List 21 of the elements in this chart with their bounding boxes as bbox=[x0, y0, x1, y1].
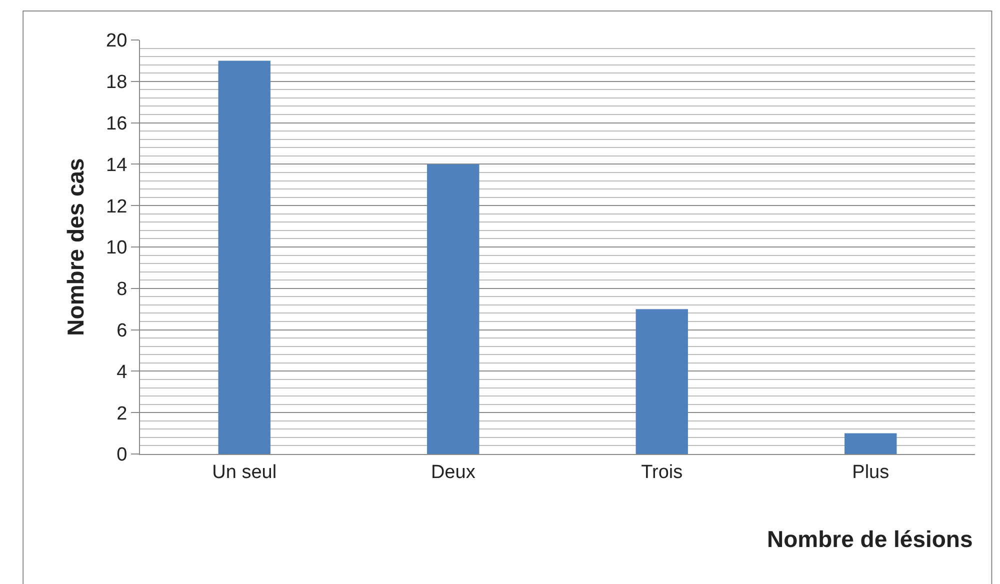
x-tick-label: Plus bbox=[852, 462, 890, 483]
bar bbox=[844, 433, 897, 454]
y-tick-label: 0 bbox=[116, 444, 128, 466]
y-tick-label: 20 bbox=[106, 30, 128, 52]
x-tick-label: Deux bbox=[430, 462, 476, 483]
y-tick-label: 14 bbox=[106, 154, 128, 176]
y-tick-label: 12 bbox=[106, 196, 128, 218]
bar bbox=[636, 309, 688, 454]
y-tick-label: 16 bbox=[106, 113, 128, 134]
y-tick-label: 8 bbox=[116, 279, 128, 300]
x-tick-label: Trois bbox=[641, 462, 683, 483]
y-tick-label: 2 bbox=[116, 403, 128, 424]
bar bbox=[427, 164, 480, 454]
x-axis-title: Nombre de lésions bbox=[767, 526, 973, 552]
y-tick-label: 6 bbox=[116, 320, 128, 342]
bar bbox=[218, 60, 270, 454]
x-tick-label: Un seul bbox=[212, 462, 277, 483]
y-tick-label: 18 bbox=[106, 72, 128, 94]
y-tick-label: 4 bbox=[116, 362, 128, 383]
y-axis-title: Nombre des cas bbox=[62, 158, 89, 336]
y-tick-label: 10 bbox=[106, 238, 128, 259]
